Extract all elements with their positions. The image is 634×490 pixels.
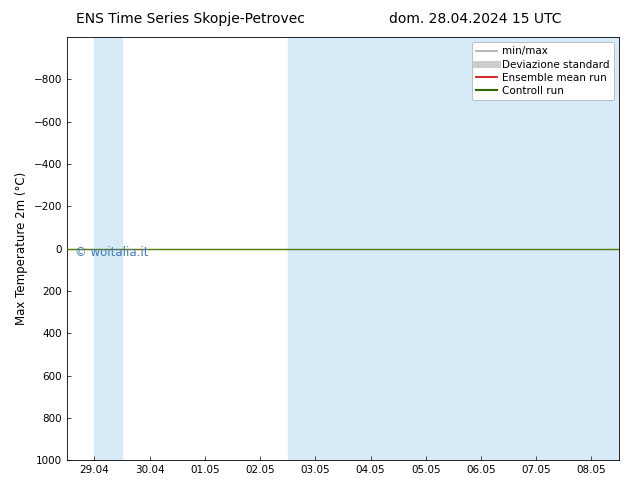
Bar [94,37,122,460]
Bar [288,37,453,460]
Text: ENS Time Series Skopje-Petrovec: ENS Time Series Skopje-Petrovec [75,12,305,26]
Y-axis label: Max Temperature 2m (°C): Max Temperature 2m (°C) [15,172,28,325]
Text: dom. 28.04.2024 15 UTC: dom. 28.04.2024 15 UTC [389,12,562,26]
Legend: min/max, Deviazione standard, Ensemble mean run, Controll run: min/max, Deviazione standard, Ensemble m… [472,42,614,100]
Bar [453,37,619,460]
Text: © woitalia.it: © woitalia.it [75,246,148,259]
